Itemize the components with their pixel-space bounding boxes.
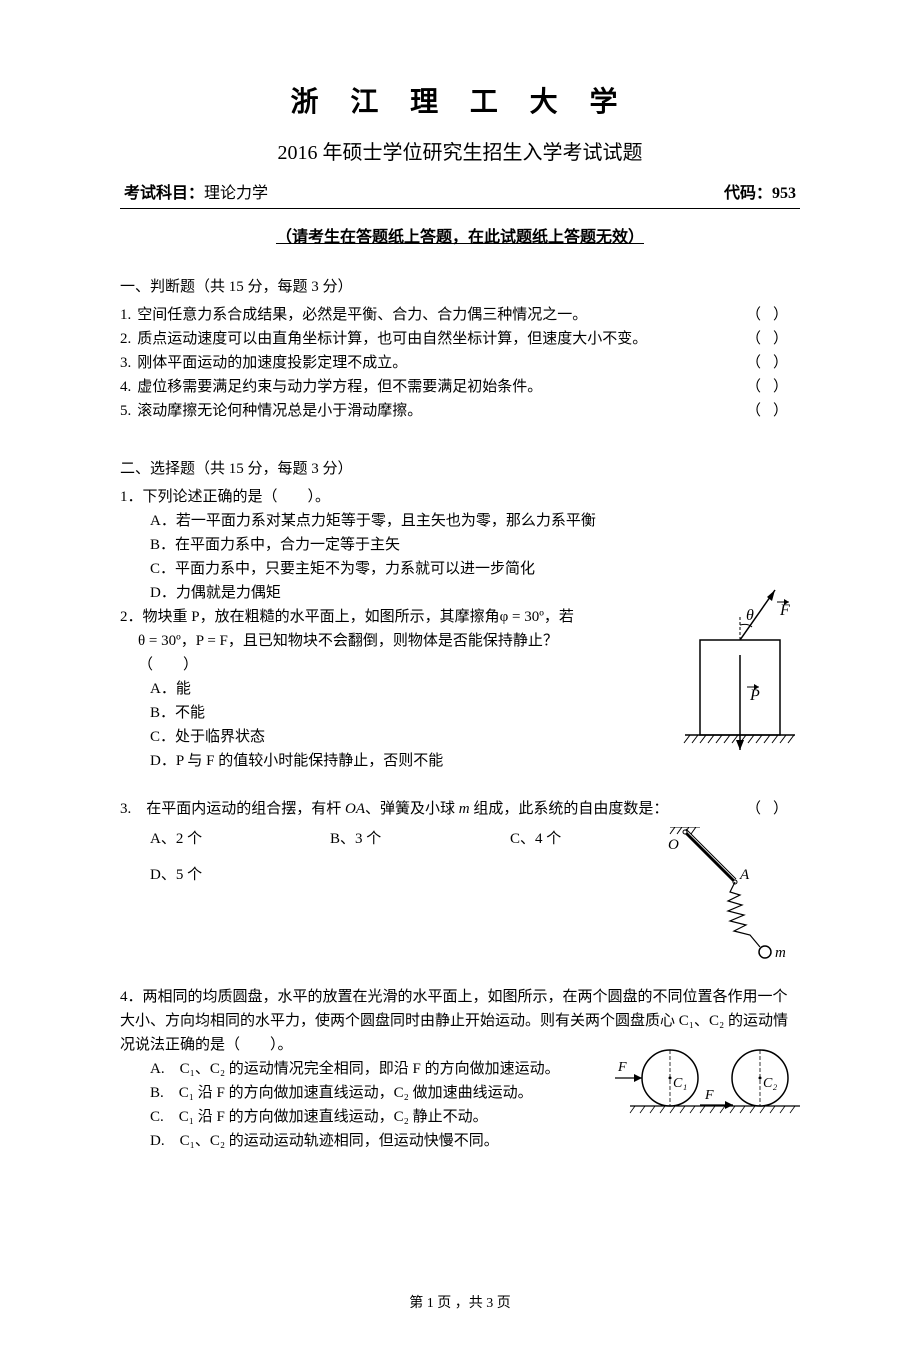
code: 953 [772, 185, 796, 202]
s2-q2-stem3: （ ） [120, 653, 650, 677]
section2-title: 二、选择题（共 15 分，每题 3 分） [120, 457, 800, 481]
svg-text:F: F [617, 1060, 627, 1075]
svg-text:A: A [739, 867, 750, 883]
q-text: 滚动摩擦无论何种情况总是小于滑动摩擦。 [137, 399, 746, 423]
q-num: 2. [120, 327, 131, 351]
subject-label: 考试科目： [124, 185, 204, 202]
page-footer: 第 1 页 ，共 3 页 [120, 1293, 800, 1315]
answer-paren: （） [746, 303, 800, 327]
q-num: 1. [120, 303, 131, 327]
q3-figure: O A m [620, 827, 790, 985]
notice: （请考生在答题纸上答题，在此试题纸上答题无效） [120, 225, 800, 251]
s2-q2-stem2: θ = 30º，P = F，且已知物块不会翻倒，则物体是否能保持静止？ [120, 629, 650, 653]
s2-q3-B: B、3 个 [330, 821, 510, 857]
s2-q3-D: D、5 个 [150, 857, 330, 893]
q-text: 虚位移需要满足约束与动力学方程，但不需要满足初始条件。 [137, 375, 746, 399]
q-text: 空间任意力系合成结果，必然是平衡、合力、合力偶三种情况之一。 [137, 303, 746, 327]
university-title: 浙 江 理 工 大 学 [120, 80, 800, 125]
s2-q1-stem: 1．下列论述正确的是（ ）。 [120, 485, 800, 509]
answer-paren: （） [746, 351, 800, 375]
s2-q4-A: A. C₁、C₂ 的运动情况完全相同，即沿 F 的方向做加速运动。 [150, 1057, 600, 1081]
q-num: 5. [120, 399, 131, 423]
q4-figure: F C₁ F C₂ [610, 1043, 810, 1141]
code-label: 代码： [724, 185, 772, 202]
svg-text:O: O [668, 837, 679, 853]
s2-q2-stem1: 2．物块重 P，放在粗糙的水平面上，如图所示，其摩擦角φ = 30º，若 [120, 605, 650, 629]
svg-text:C₁: C₁ [673, 1076, 687, 1091]
s2-q2-C: C．处于临界状态 [120, 725, 650, 749]
s2-q2-A: A．能 [120, 677, 650, 701]
q-text: 刚体平面运动的加速度投影定理不成立。 [137, 351, 746, 375]
s1-q3: 3. 刚体平面运动的加速度投影定理不成立。 （） [120, 351, 800, 375]
q-num: 4. [120, 375, 131, 399]
answer-paren: （） [746, 327, 800, 351]
svg-text:F: F [704, 1088, 714, 1103]
answer-paren: （） [746, 399, 800, 423]
svg-text:m: m [775, 945, 786, 961]
s1-q2: 2. 质点运动速度可以由直角坐标计算，也可由自然坐标计算，但速度大小不变。 （） [120, 327, 800, 351]
subject-row: 考试科目：理论力学 代码：953 [120, 181, 800, 210]
s2-q1-A: A．若一平面力系对某点力矩等于零，且主矢也为零，那么力系平衡 [120, 509, 800, 533]
s1-q5: 5. 滚动摩擦无论何种情况总是小于滑动摩擦。 （） [120, 399, 800, 423]
s1-q4: 4. 虚位移需要满足约束与动力学方程，但不需要满足初始条件。 （） [120, 375, 800, 399]
q-num: 3. [120, 351, 131, 375]
section1-title: 一、判断题（共 15 分，每题 3 分） [120, 275, 800, 299]
q-text: 质点运动速度可以由直角坐标计算，也可由自然坐标计算，但速度大小不变。 [137, 327, 746, 351]
q2-figure: θ F P [680, 585, 810, 773]
s2-q4-B: B. C₁ 沿 F 的方向做加速直线运动，C₂ 做加速曲线运动。 [150, 1081, 600, 1105]
s2-q3-A: A、2 个 [150, 821, 330, 857]
s2-q2-B: B．不能 [120, 701, 650, 725]
s2-q4-C: C. C₁ 沿 F 的方向做加速直线运动，C₂ 静止不动。 [150, 1105, 600, 1129]
answer-paren: （） [746, 375, 800, 399]
s2-q1-C: C．平面力系中，只要主矩不为零，力系就可以进一步简化 [120, 557, 800, 581]
s2-q2-D: D．P 与 F 的值较小时能保持静止，否则不能 [120, 749, 650, 773]
s2-q4-D: D. C₁、C₂ 的运动运动轨迹相同，但运动快慢不同。 [150, 1129, 600, 1153]
answer-paren: （） [746, 797, 800, 821]
exam-subtitle: 2016 年硕士学位研究生招生入学考试试题 [120, 137, 800, 169]
s2-q1-B: B．在平面力系中，合力一定等于主矢 [120, 533, 800, 557]
svg-text:C₂: C₂ [763, 1076, 777, 1091]
svg-text:θ: θ [746, 607, 754, 624]
s2-q3-stem: 3. 在平面内运动的组合摆，有杆 OA、弹簧及小球 m 组成，此系统的自由度数是… [120, 797, 800, 821]
s1-q1: 1. 空间任意力系合成结果，必然是平衡、合力、合力偶三种情况之一。 （） [120, 303, 800, 327]
subject-name: 理论力学 [204, 185, 268, 202]
